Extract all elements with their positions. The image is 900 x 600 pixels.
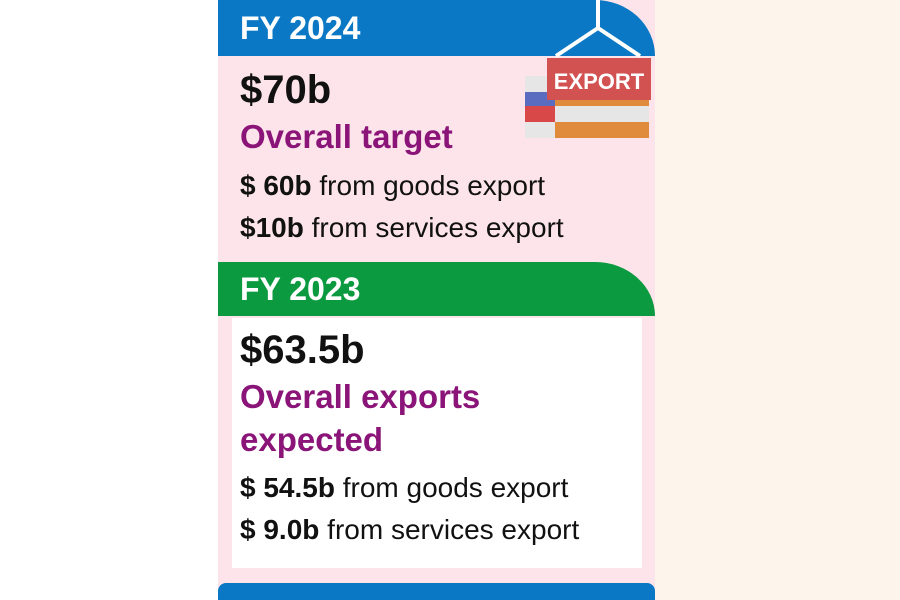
fy2023-header: FY 2023 <box>218 262 655 316</box>
fy2024-services-line: $10b from services export <box>240 212 564 244</box>
fy2024-header: FY 2024 <box>218 0 655 56</box>
fy2023-services-value: $ 9.0b <box>240 514 320 545</box>
crane-rope-icon <box>554 0 642 58</box>
fy2023-total-label-2: expected <box>240 421 384 458</box>
right-background <box>682 0 900 600</box>
fy2023-goods-value: $ 54.5b <box>240 472 335 503</box>
footer-band <box>218 583 655 600</box>
fy2024-total: $70b <box>240 68 332 112</box>
fy2024-goods-value: $ 60b <box>240 170 312 201</box>
infographic-panel: FY 2024 EXPORT $70b Overall target $ 60b… <box>218 0 655 600</box>
fy2024-goods-line: $ 60b from goods export <box>240 170 545 202</box>
export-badge-text: EXPORT <box>554 69 645 94</box>
fy2023-services-text: from services export <box>327 514 580 545</box>
fy2024-goods-text: from goods export <box>319 170 546 201</box>
fy2023-goods-line: $ 54.5b from goods export <box>240 472 568 504</box>
fy2023-content-box <box>232 318 642 568</box>
fy2023-services-line: $ 9.0b from services export <box>240 514 579 546</box>
export-container-icon: EXPORT <box>525 58 651 138</box>
fy2023-goods-text: from goods export <box>342 472 569 503</box>
fy2024-services-text: from services export <box>311 212 564 243</box>
left-background <box>0 0 218 600</box>
fy2023-total: $63.5b <box>240 328 365 372</box>
fy2024-total-label: Overall target <box>240 118 453 155</box>
fy2023-total-label-1: Overall exports <box>240 378 481 415</box>
fy2024-services-value: $10b <box>240 212 304 243</box>
